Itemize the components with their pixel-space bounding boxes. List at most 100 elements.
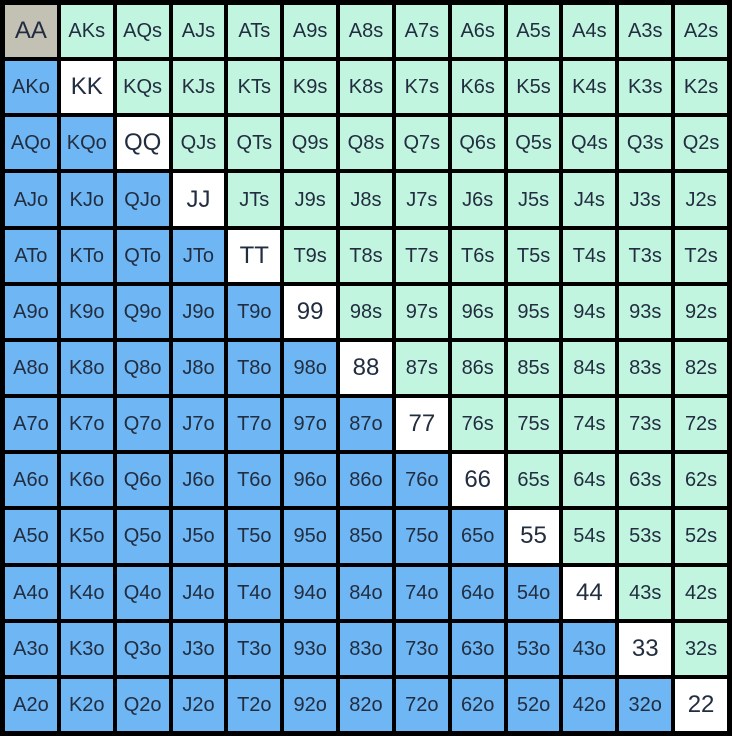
hand-cell-66[interactable]: 66	[451, 454, 504, 507]
hand-cell-A5o[interactable]: A5o	[5, 510, 57, 563]
hand-cell-75s[interactable]: 75s	[507, 398, 560, 451]
hand-cell-53o[interactable]: 53o	[507, 622, 560, 675]
hand-cell-T8s[interactable]: T8s	[340, 229, 392, 282]
hand-cell-AQs[interactable]: AQs	[116, 5, 169, 58]
hand-cell-98s[interactable]: 98s	[340, 285, 392, 338]
hand-cell-K4o[interactable]: K4o	[60, 566, 113, 619]
hand-cell-T4s[interactable]: T4s	[563, 229, 616, 282]
hand-cell-AQo[interactable]: AQo	[5, 117, 57, 170]
hand-cell-A7s[interactable]: A7s	[395, 5, 448, 58]
hand-cell-A9s[interactable]: A9s	[284, 5, 337, 58]
hand-cell-JTo[interactable]: JTo	[172, 229, 225, 282]
hand-cell-84o[interactable]: 84o	[340, 566, 392, 619]
hand-cell-KJs[interactable]: KJs	[172, 61, 225, 114]
hand-cell-53s[interactable]: 53s	[619, 510, 672, 563]
hand-cell-K2o[interactable]: K2o	[60, 678, 113, 731]
hand-cell-83s[interactable]: 83s	[619, 341, 672, 395]
hand-cell-Q6s[interactable]: Q6s	[451, 117, 504, 170]
hand-cell-T3s[interactable]: T3s	[619, 229, 672, 282]
hand-cell-63o[interactable]: 63o	[451, 622, 504, 675]
hand-cell-QTo[interactable]: QTo	[116, 229, 169, 282]
hand-cell-K7s[interactable]: K7s	[395, 61, 448, 114]
hand-cell-K8s[interactable]: K8s	[340, 61, 392, 114]
hand-cell-52s[interactable]: 52s	[675, 510, 727, 563]
hand-cell-Q5o[interactable]: Q5o	[116, 510, 169, 563]
hand-cell-K5o[interactable]: K5o	[60, 510, 113, 563]
hand-cell-96s[interactable]: 96s	[451, 285, 504, 338]
hand-cell-72s[interactable]: 72s	[675, 398, 727, 451]
hand-cell-Q3o[interactable]: Q3o	[116, 622, 169, 675]
hand-cell-KQs[interactable]: KQs	[116, 61, 169, 114]
hand-cell-95o[interactable]: 95o	[284, 510, 337, 563]
hand-cell-T8o[interactable]: T8o	[228, 341, 281, 395]
hand-cell-65s[interactable]: 65s	[507, 454, 560, 507]
hand-cell-86o[interactable]: 86o	[340, 454, 392, 507]
hand-cell-JTs[interactable]: JTs	[228, 173, 281, 226]
hand-cell-AJs[interactable]: AJs	[172, 5, 225, 58]
hand-cell-K8o[interactable]: K8o	[60, 341, 113, 395]
hand-cell-T7s[interactable]: T7s	[395, 229, 448, 282]
hand-cell-32o[interactable]: 32o	[619, 678, 672, 731]
hand-cell-T6o[interactable]: T6o	[228, 454, 281, 507]
hand-cell-A2o[interactable]: A2o	[5, 678, 57, 731]
hand-cell-ATo[interactable]: ATo	[5, 229, 57, 282]
hand-cell-KK[interactable]: KK	[60, 61, 113, 114]
hand-cell-J7s[interactable]: J7s	[395, 173, 448, 226]
hand-cell-44[interactable]: 44	[563, 566, 616, 619]
hand-cell-88[interactable]: 88	[340, 341, 392, 395]
hand-cell-KQo[interactable]: KQo	[60, 117, 113, 170]
hand-cell-JJ[interactable]: JJ	[172, 173, 225, 226]
hand-cell-92o[interactable]: 92o	[284, 678, 337, 731]
hand-cell-76o[interactable]: 76o	[395, 454, 448, 507]
hand-cell-Q7s[interactable]: Q7s	[395, 117, 448, 170]
hand-cell-98o[interactable]: 98o	[284, 341, 337, 395]
hand-cell-22[interactable]: 22	[675, 678, 727, 731]
hand-cell-J4s[interactable]: J4s	[563, 173, 616, 226]
hand-cell-QJs[interactable]: QJs	[172, 117, 225, 170]
hand-cell-97o[interactable]: 97o	[284, 398, 337, 451]
hand-cell-54o[interactable]: 54o	[507, 566, 560, 619]
hand-cell-K6o[interactable]: K6o	[60, 454, 113, 507]
hand-cell-J4o[interactable]: J4o	[172, 566, 225, 619]
hand-cell-K6s[interactable]: K6s	[451, 61, 504, 114]
hand-cell-TT[interactable]: TT	[228, 229, 281, 282]
hand-cell-74s[interactable]: 74s	[563, 398, 616, 451]
hand-cell-QTs[interactable]: QTs	[228, 117, 281, 170]
hand-cell-62s[interactable]: 62s	[675, 454, 727, 507]
hand-cell-T4o[interactable]: T4o	[228, 566, 281, 619]
hand-cell-64s[interactable]: 64s	[563, 454, 616, 507]
hand-cell-85s[interactable]: 85s	[507, 341, 560, 395]
hand-cell-96o[interactable]: 96o	[284, 454, 337, 507]
hand-cell-82o[interactable]: 82o	[340, 678, 392, 731]
hand-cell-J2s[interactable]: J2s	[675, 173, 727, 226]
hand-cell-77[interactable]: 77	[395, 398, 448, 451]
hand-cell-62o[interactable]: 62o	[451, 678, 504, 731]
hand-cell-K5s[interactable]: K5s	[507, 61, 560, 114]
hand-cell-Q9s[interactable]: Q9s	[284, 117, 337, 170]
hand-cell-AA[interactable]: AA	[5, 5, 57, 58]
hand-cell-A4s[interactable]: A4s	[563, 5, 616, 58]
hand-cell-42s[interactable]: 42s	[675, 566, 727, 619]
hand-cell-K3o[interactable]: K3o	[60, 622, 113, 675]
hand-cell-94o[interactable]: 94o	[284, 566, 337, 619]
hand-cell-54s[interactable]: 54s	[563, 510, 616, 563]
hand-cell-76s[interactable]: 76s	[451, 398, 504, 451]
hand-cell-87s[interactable]: 87s	[395, 341, 448, 395]
hand-cell-J5s[interactable]: J5s	[507, 173, 560, 226]
hand-cell-42o[interactable]: 42o	[563, 678, 616, 731]
hand-cell-T2s[interactable]: T2s	[675, 229, 727, 282]
hand-cell-K9s[interactable]: K9s	[284, 61, 337, 114]
hand-cell-J3s[interactable]: J3s	[619, 173, 672, 226]
hand-cell-J5o[interactable]: J5o	[172, 510, 225, 563]
hand-cell-84s[interactable]: 84s	[563, 341, 616, 395]
hand-cell-94s[interactable]: 94s	[563, 285, 616, 338]
hand-cell-A5s[interactable]: A5s	[507, 5, 560, 58]
hand-cell-T9o[interactable]: T9o	[228, 285, 281, 338]
hand-cell-Q7o[interactable]: Q7o	[116, 398, 169, 451]
hand-cell-J9s[interactable]: J9s	[284, 173, 337, 226]
hand-cell-ATs[interactable]: ATs	[228, 5, 281, 58]
hand-cell-A8o[interactable]: A8o	[5, 341, 57, 395]
hand-cell-97s[interactable]: 97s	[395, 285, 448, 338]
hand-cell-Q8o[interactable]: Q8o	[116, 341, 169, 395]
hand-cell-33[interactable]: 33	[619, 622, 672, 675]
